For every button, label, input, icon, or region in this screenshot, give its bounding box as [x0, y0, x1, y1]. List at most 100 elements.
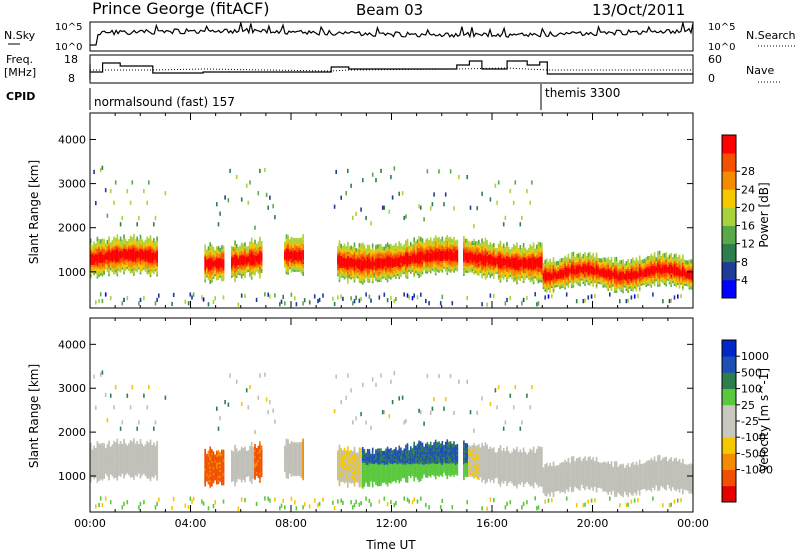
power-cell — [544, 259, 546, 264]
power-cell — [609, 292, 611, 297]
power-cell — [471, 240, 473, 246]
power-cell — [493, 293, 495, 299]
power-cell — [106, 213, 109, 218]
nave-trace — [90, 67, 693, 72]
power-cell — [99, 292, 102, 297]
power-cell — [113, 236, 115, 241]
power-cell — [624, 263, 626, 268]
power-cell — [298, 237, 301, 243]
power-cell — [240, 197, 243, 202]
power-cell — [124, 238, 127, 244]
power-cell — [569, 258, 571, 263]
power-cell — [420, 292, 422, 297]
power-cell — [680, 294, 682, 299]
power-cell — [559, 259, 561, 264]
power-cell — [512, 244, 515, 249]
power-cell — [355, 248, 357, 253]
power-cell — [118, 239, 120, 244]
power-cell — [524, 247, 527, 252]
power-cell — [352, 215, 354, 220]
power-cell — [516, 242, 518, 247]
beam-title: Beam 03 — [356, 1, 423, 19]
power-cell — [502, 222, 505, 227]
power-cell — [302, 301, 304, 306]
power-cell — [98, 239, 100, 244]
power-cell — [504, 301, 507, 306]
power-cell — [607, 256, 609, 262]
power-cell — [337, 246, 339, 251]
power-cell — [556, 261, 558, 266]
power-cell — [322, 293, 324, 298]
power-cell — [381, 205, 384, 210]
power-cell — [617, 262, 619, 267]
power-cell — [154, 241, 157, 246]
power-cell — [149, 235, 152, 240]
power-ylabel: Slant Range [km] — [27, 160, 41, 264]
power-cell — [468, 240, 470, 245]
power-cell — [418, 204, 420, 209]
power-cell — [386, 298, 389, 303]
power-cell — [292, 237, 294, 242]
power-cell — [657, 251, 659, 256]
power-cell — [245, 246, 248, 251]
power-cell — [453, 206, 455, 211]
power-cell — [95, 243, 97, 248]
power-cell — [602, 257, 604, 262]
power-cell — [388, 209, 391, 214]
nsky-tick-bottom: 10^0 — [55, 42, 82, 53]
power-cell — [650, 253, 653, 258]
power-cell — [677, 256, 679, 262]
power-cell — [413, 293, 415, 298]
power-cell — [290, 292, 293, 297]
power-cell — [153, 238, 155, 243]
power-cell — [378, 244, 381, 249]
power-cell — [580, 256, 583, 261]
power-cell — [456, 239, 459, 244]
power-cell — [250, 237, 253, 242]
cpid-panel: CPID normalsound (fast) 157 themis 3300 — [6, 84, 620, 110]
power-cell — [99, 239, 102, 244]
power-cell — [235, 174, 238, 180]
power-cell — [98, 299, 100, 304]
power-cell — [396, 246, 399, 251]
power-cell — [582, 254, 585, 259]
power-cell — [138, 239, 140, 244]
power-cell — [529, 200, 531, 205]
power-cell — [519, 245, 522, 250]
power-cell — [496, 247, 498, 253]
power-cell — [502, 243, 505, 248]
power-cell — [148, 238, 150, 243]
power-cell — [493, 243, 495, 248]
power-cell — [584, 298, 586, 303]
power-cell — [390, 296, 392, 301]
power-cell — [371, 172, 374, 177]
power-cell — [514, 180, 517, 185]
power-cell — [476, 241, 478, 246]
power-cell — [421, 238, 424, 243]
power-cell — [221, 245, 223, 250]
power-cell — [247, 200, 250, 205]
power-cell — [332, 296, 334, 301]
power-cell — [191, 295, 193, 300]
power-cell — [429, 206, 432, 211]
colorbar-segment — [722, 153, 736, 172]
power-cell — [345, 191, 347, 196]
power-cell — [653, 252, 656, 257]
power-cell — [318, 297, 321, 302]
power-cell — [290, 236, 293, 241]
power-cell — [348, 246, 351, 251]
power-cell — [504, 246, 507, 251]
power-cell — [512, 200, 515, 205]
power-cell — [123, 234, 125, 239]
colorbar-segment — [722, 279, 736, 299]
power-cell — [206, 249, 208, 254]
power-cell — [685, 260, 687, 265]
power-cell — [370, 221, 372, 226]
power-cell — [126, 296, 129, 301]
nsky-panel: N.Sky 10^5 10^0 10^5 10^0 N.Search — [4, 21, 796, 53]
power-cell — [678, 254, 681, 259]
power-cell — [368, 244, 371, 249]
power-cell — [335, 169, 337, 174]
power-cell — [567, 253, 570, 258]
power-cell — [224, 195, 226, 200]
